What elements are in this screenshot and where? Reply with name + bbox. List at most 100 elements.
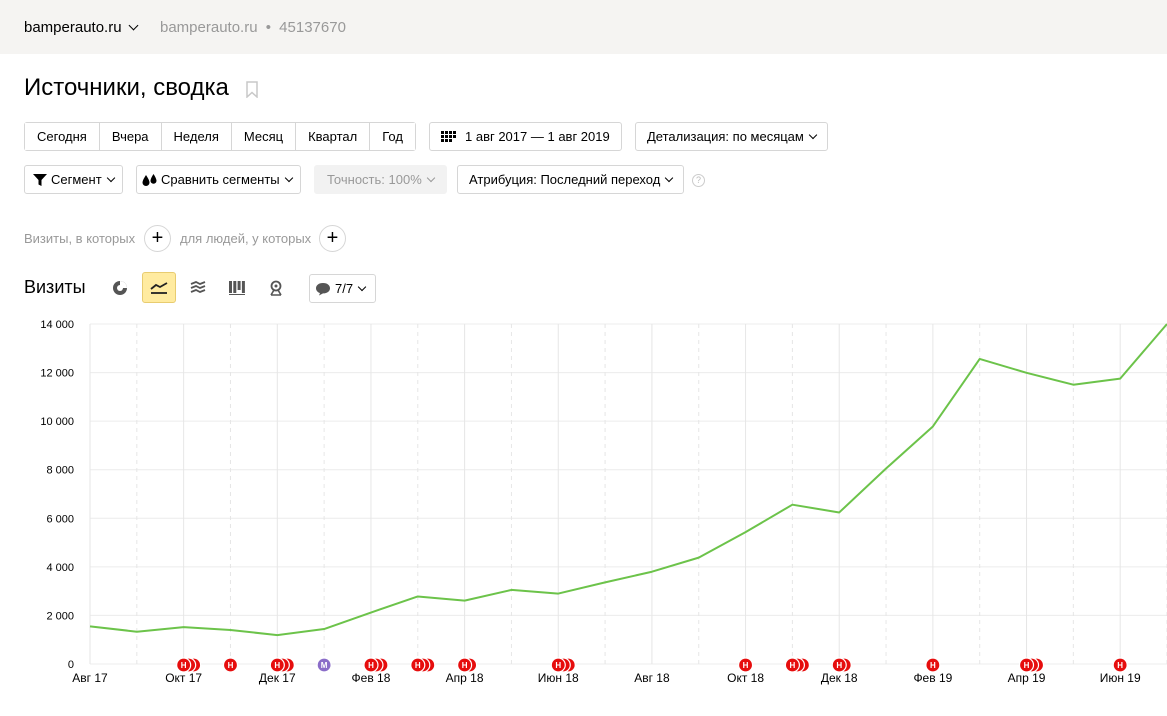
note-label: М <box>321 661 328 670</box>
note-marker[interactable]: Н <box>784 657 810 673</box>
chevron-down-icon <box>426 173 436 182</box>
detail-dropdown[interactable]: Детализация: по месяцам <box>635 122 828 151</box>
pie-view-button[interactable] <box>103 272 137 303</box>
note-label: Н <box>930 661 936 670</box>
note-bubble <box>269 657 285 673</box>
date-range-button[interactable]: 1 авг 2017 — 1 авг 2019 <box>429 122 622 151</box>
data-point[interactable] <box>930 423 936 429</box>
period-month-button[interactable]: Месяц <box>231 123 297 150</box>
note-marker[interactable]: Н <box>737 657 754 673</box>
site-selector[interactable]: bamperauto.ru <box>24 19 139 36</box>
attribution-dropdown[interactable]: Атрибуция: Последний переход <box>457 165 685 194</box>
y-tick-label: 0 <box>68 659 74 671</box>
map-pin-icon <box>270 280 282 296</box>
note-marker[interactable]: Н <box>550 657 576 673</box>
data-point[interactable] <box>134 629 140 635</box>
x-tick-label: Апр 18 <box>446 671 484 685</box>
segment-label: Сегмент <box>51 172 102 187</box>
data-point[interactable] <box>602 579 608 585</box>
data-point[interactable] <box>1117 376 1123 382</box>
line-view-button[interactable] <box>142 272 176 303</box>
notes-button[interactable]: 7/7 <box>309 274 377 303</box>
y-tick-label: 10 000 <box>40 416 74 428</box>
data-point[interactable] <box>836 509 842 515</box>
data-point[interactable] <box>87 623 93 629</box>
area-view-button[interactable] <box>181 272 215 303</box>
data-point[interactable] <box>555 591 561 597</box>
note-label: Н <box>462 661 468 670</box>
speech-bubble-icon <box>316 282 330 295</box>
help-icon[interactable]: ? <box>692 174 705 187</box>
note-bubble <box>363 657 379 673</box>
data-point[interactable] <box>649 569 655 575</box>
data-point[interactable] <box>696 555 702 561</box>
add-people-condition-button[interactable]: + <box>319 225 346 252</box>
page-title: Источники, сводка <box>24 74 229 101</box>
y-tick-label: 12 000 <box>40 368 74 380</box>
note-bubble <box>831 657 847 673</box>
x-tick-label: Фев 19 <box>913 671 952 685</box>
data-point[interactable] <box>462 598 468 604</box>
x-tick-label: Дек 17 <box>259 671 296 685</box>
period-quarter-button[interactable]: Квартал <box>296 123 371 150</box>
data-point[interactable] <box>508 587 514 593</box>
counter-separator: • <box>265 19 271 36</box>
accuracy-dropdown[interactable]: Точность: 100% <box>314 165 447 194</box>
note-marker[interactable]: Н <box>1112 657 1128 673</box>
add-visit-condition-button[interactable]: + <box>144 225 171 252</box>
chart-title: Визиты <box>24 277 86 297</box>
note-marker[interactable]: Н <box>363 657 389 673</box>
note-bubble <box>1112 657 1128 673</box>
data-point[interactable] <box>883 466 889 472</box>
note-bubble <box>316 657 332 673</box>
visits-condition-label: Визиты, в которых <box>24 231 136 246</box>
date-range-label: 1 авг 2017 — 1 авг 2019 <box>465 129 610 144</box>
period-year-button[interactable]: Год <box>370 123 415 150</box>
note-marker[interactable]: Н <box>410 657 436 673</box>
y-tick-label: 6 000 <box>46 513 74 525</box>
data-point[interactable] <box>743 529 749 535</box>
area-chart-icon <box>190 280 206 293</box>
note-bubble <box>457 657 473 673</box>
x-tick-label: Апр 19 <box>1008 671 1046 685</box>
note-marker[interactable]: Н <box>925 657 941 673</box>
data-point[interactable] <box>415 593 421 599</box>
data-point[interactable] <box>321 626 327 632</box>
data-point[interactable] <box>181 624 187 630</box>
x-tick-label: Авг 17 <box>72 671 108 685</box>
bar-view-button[interactable] <box>220 272 254 303</box>
data-point[interactable] <box>1070 382 1076 388</box>
segment-button[interactable]: Сегмент <box>24 165 123 194</box>
data-point[interactable] <box>977 356 983 362</box>
note-marker[interactable]: Н <box>269 657 295 673</box>
calendar-grid-icon <box>441 131 456 142</box>
note-label: Н <box>181 661 187 670</box>
period-today-button[interactable]: Сегодня <box>25 123 100 150</box>
note-bubble <box>784 657 800 673</box>
chevron-down-icon <box>665 173 674 182</box>
period-week-button[interactable]: Неделя <box>161 123 232 150</box>
data-point[interactable] <box>227 627 233 633</box>
note-marker[interactable]: Н <box>831 657 852 673</box>
note-bubble <box>925 657 941 673</box>
chevron-down-icon <box>106 173 115 182</box>
note-label: Н <box>274 661 280 670</box>
x-tick-label: Окт 18 <box>727 671 764 685</box>
bookmark-icon[interactable] <box>246 81 258 98</box>
note-marker[interactable]: М <box>316 657 332 673</box>
data-point[interactable] <box>274 632 280 638</box>
compare-segments-button[interactable]: Сравнить сегменты <box>136 165 301 194</box>
chevron-down-icon <box>284 173 293 182</box>
note-marker[interactable]: Н <box>176 657 202 673</box>
y-axis-labels: 0 2 000 4 000 6 000 8 000 10 000 12 000 14 000 <box>40 319 74 671</box>
data-point[interactable] <box>789 502 795 508</box>
note-marker[interactable]: Н <box>457 657 478 673</box>
note-marker[interactable]: Н <box>1018 657 1045 673</box>
data-point[interactable] <box>368 610 374 616</box>
period-yesterday-button[interactable]: Вчера <box>99 123 162 150</box>
accuracy-label: Точность: 100% <box>327 172 422 187</box>
data-point[interactable] <box>1024 370 1030 376</box>
map-view-button[interactable] <box>259 272 293 303</box>
bar-chart-icon <box>229 281 245 295</box>
note-marker[interactable]: Н <box>222 657 239 673</box>
